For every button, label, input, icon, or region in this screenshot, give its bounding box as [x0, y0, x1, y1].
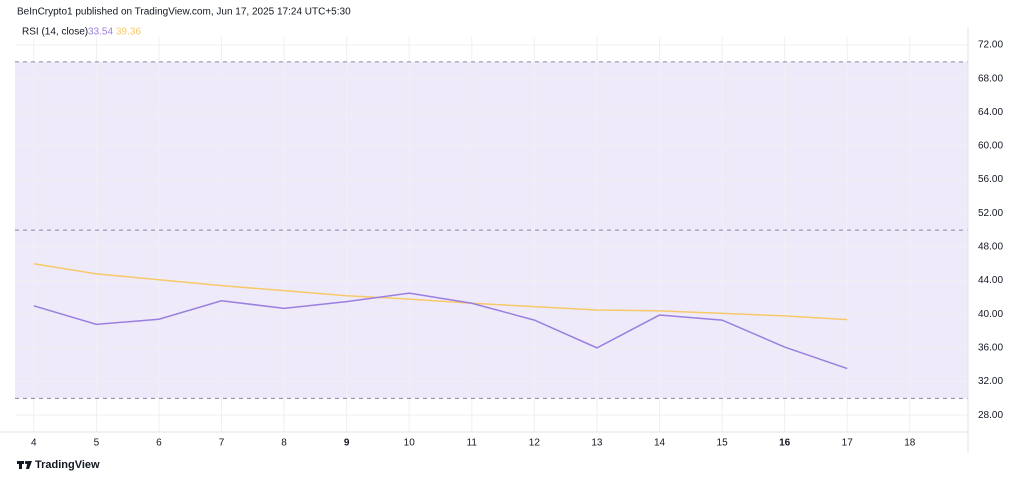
x-tick-label: 10 [404, 438, 416, 449]
x-tick-label: 17 [842, 438, 854, 449]
y-tick-label: 64.00 [978, 107, 1003, 118]
x-tick-label: 5 [94, 438, 100, 449]
series-line [33, 262, 848, 321]
x-tick-label: 16 [779, 438, 791, 449]
x-tick-label: 4 [31, 438, 37, 449]
y-tick-label: 32.00 [978, 376, 1003, 387]
x-tick-label: 13 [591, 438, 603, 449]
x-tick-label: 14 [654, 438, 666, 449]
x-tick-label: 6 [156, 438, 162, 449]
legend-value: 39.36 [116, 27, 141, 38]
series-line [33, 292, 848, 370]
logo [17, 460, 32, 469]
x-tick-label: 12 [529, 438, 541, 449]
y-tick-label: 60.00 [978, 141, 1003, 152]
y-tick-label: 36.00 [978, 343, 1003, 354]
x-tick-label: 11 [467, 438, 478, 449]
y-tick-label: 72.00 [978, 40, 1003, 51]
x-tick-label: 18 [904, 438, 916, 449]
header: BeInCrypto1 published on TradingView.com… [17, 7, 351, 18]
legend-title: RSI (14, close) [22, 27, 88, 38]
y-tick-label: 44.00 [978, 275, 1003, 286]
x-tick-label: 8 [281, 438, 287, 449]
x-tick-label: 15 [717, 438, 729, 449]
y-tick-label: 52.00 [978, 208, 1003, 219]
y-tick-label: 56.00 [978, 174, 1003, 185]
y-tick-label: 68.00 [978, 73, 1003, 84]
legend-value: 33.54 [88, 27, 113, 38]
y-tick-label: 48.00 [978, 242, 1003, 253]
footer: TradingView [35, 459, 100, 471]
x-tick-label: 7 [219, 438, 225, 449]
y-tick-label: 40.00 [978, 309, 1003, 320]
y-tick-label: 28.00 [978, 410, 1003, 421]
x-tick-label: 9 [344, 438, 350, 449]
